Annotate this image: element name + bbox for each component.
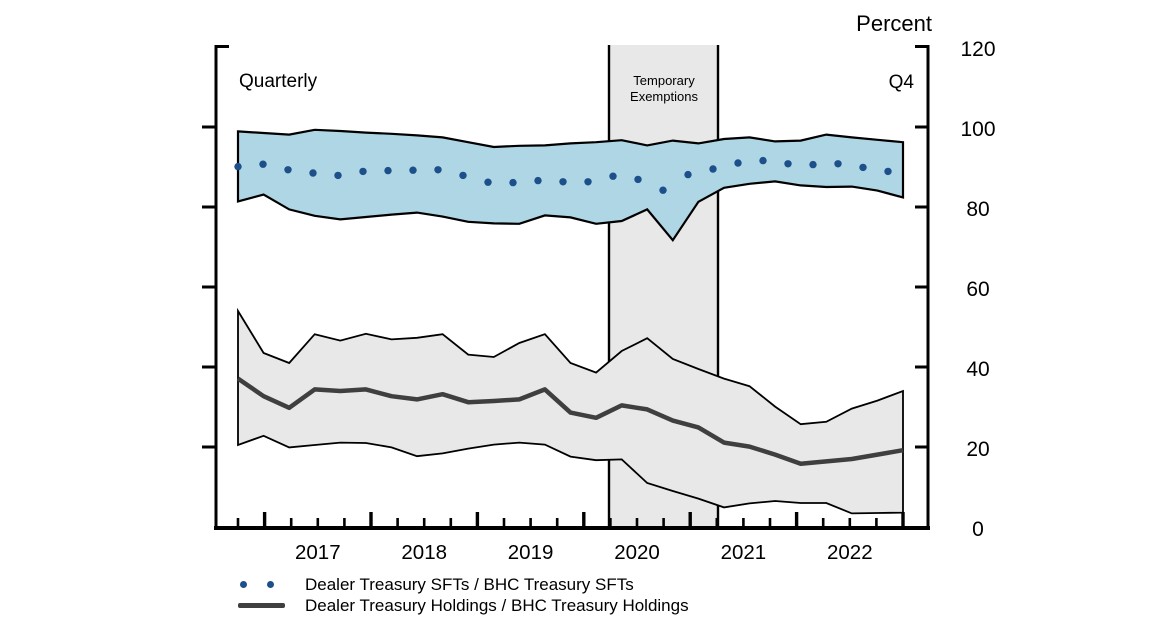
sft-ratio-dot: [859, 163, 867, 172]
y-tick-label: 120: [960, 38, 995, 61]
y-tick-label: 40: [966, 358, 989, 381]
temporary-exemptions-line1: Temporary: [633, 73, 695, 88]
legend-dot-marker-icon: [240, 581, 247, 588]
x-year-label: 2020: [614, 541, 660, 564]
sft-range-band: [236, 128, 905, 243]
sft-ratio-dot: [484, 178, 492, 186]
legend-label-holdings: Dealer Treasury Holdings / BHC Treasury …: [305, 596, 689, 615]
sft-ratio-dot: [609, 172, 617, 180]
sft-ratio-dot: [759, 156, 767, 165]
legend-item-holdings: Dealer Treasury Holdings / BHC Treasury …: [230, 595, 930, 616]
sft-ratio-dot: [584, 178, 592, 186]
y-tick-label: 20: [966, 438, 989, 461]
sft-ratio-dot: [534, 176, 542, 185]
sft-ratio-dot: [359, 167, 367, 176]
sft-ratio-dot: [809, 160, 817, 169]
sft-ratio-dot: [684, 170, 692, 179]
sft-ratio-dot: [259, 160, 267, 168]
legend: Dealer Treasury SFTs / BHC Treasury SFTs…: [230, 574, 930, 616]
sft-ratio-dot: [734, 159, 742, 167]
y-tick-label: 80: [966, 198, 989, 221]
frequency-label: Quarterly: [239, 71, 318, 92]
y-tick-label: 100: [960, 118, 995, 141]
x-year-label: 2018: [401, 541, 447, 564]
y-tick-label: 60: [966, 278, 989, 301]
sft-ratio-dot: [784, 160, 792, 168]
sft-ratio-dot: [384, 166, 392, 175]
last-observation-label: Q4: [888, 72, 914, 93]
sft-ratio-dot: [659, 186, 667, 194]
temporary-exemptions-annotation: Temporary Exemptions: [609, 73, 719, 105]
legend-line-marker-icon: [238, 603, 285, 608]
temporary-exemptions-line2: Exemptions: [630, 89, 698, 104]
sft-ratio-dot: [434, 166, 442, 174]
y-tick-label: 0: [972, 518, 984, 541]
sft-ratio-dot: [309, 169, 317, 177]
x-year-label: 2021: [721, 541, 767, 564]
sft-ratio-dot: [459, 171, 467, 180]
sft-ratio-dot: [334, 171, 342, 180]
x-year-label: 2017: [295, 541, 341, 564]
sft-ratio-dot: [559, 178, 567, 186]
x-year-label: 2022: [827, 541, 873, 564]
sft-ratio-dot: [709, 165, 717, 173]
sft-ratio-dot: [634, 175, 642, 184]
sft-ratio-dot: [234, 162, 242, 171]
y-axis-unit-title: Percent: [856, 11, 932, 36]
sft-ratio-dot: [509, 178, 517, 187]
sft-ratio-dot: [409, 166, 417, 174]
holdings-ratio-line: [236, 376, 904, 467]
legend-item-sft: Dealer Treasury SFTs / BHC Treasury SFTs: [230, 574, 930, 595]
sft-ratio-dot: [284, 166, 292, 174]
sft-ratio-dot: [834, 160, 842, 168]
sft-ratio-dot: [884, 167, 892, 176]
legend-label-sft: Dealer Treasury SFTs / BHC Treasury SFTs: [305, 575, 634, 594]
x-year-label: 2019: [508, 541, 554, 564]
legend-dot-marker-icon: [267, 581, 274, 588]
